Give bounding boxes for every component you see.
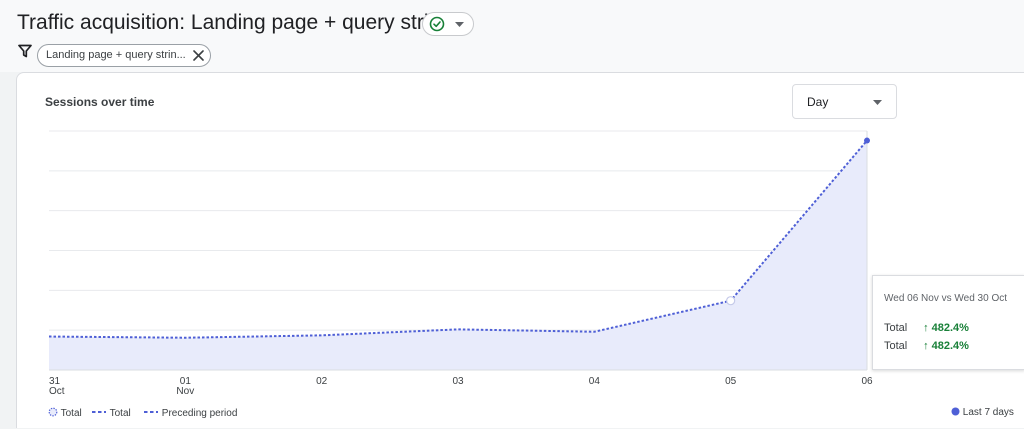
filter-chip-label: Landing page + query strin... <box>46 49 186 61</box>
x-tick-label: Nov <box>176 386 194 397</box>
chart-tooltip: Wed 06 Nov vs Wed 30 Oct Total ↑ 482.4% … <box>872 275 1024 370</box>
page-title: Traffic acquisition: Landing page + quer… <box>17 11 452 34</box>
legend-item-preceding-period[interactable]: Preceding period <box>143 407 237 419</box>
data-point <box>864 137 870 144</box>
legend-item-total[interactable]: Total <box>48 407 82 419</box>
chart-title: Sessions over time <box>45 95 155 109</box>
tooltip-header: Wed 06 Nov vs Wed 30 Oct <box>884 293 1008 304</box>
tooltip-row-name: Total <box>884 340 908 352</box>
legend-label: Preceding period <box>161 408 238 419</box>
x-tick-label: 02 <box>316 376 328 387</box>
dashed-line-icon <box>144 411 158 413</box>
tooltip-row: Total ↑ 482.4% <box>884 340 969 352</box>
filter-icon <box>18 44 32 58</box>
chevron-down-icon <box>455 22 464 27</box>
tooltip-row: Total ↑ 482.4% <box>884 322 969 334</box>
legend-item-total-dashed[interactable]: Total <box>91 407 131 419</box>
legend-label: Last 7 days <box>962 407 1014 418</box>
dotted-circle-icon <box>48 407 58 417</box>
report-status-chip[interactable] <box>422 12 474 36</box>
x-tick-label: Oct <box>49 386 65 397</box>
close-icon[interactable] <box>193 50 204 61</box>
x-tick-label: 03 <box>452 376 464 387</box>
legend-label: Total <box>60 408 82 419</box>
x-tick-label: 04 <box>589 376 601 387</box>
data-point <box>726 296 736 306</box>
check-circle-icon <box>429 16 445 32</box>
x-tick-label: 31 <box>49 376 61 387</box>
legend-item-last-7-days[interactable]: Last 7 days <box>951 407 1014 418</box>
tooltip-row-value: ↑ 482.4% <box>923 322 969 334</box>
filter-chip[interactable]: Landing page + query strin... <box>37 44 211 67</box>
sessions-chart-card: Sessions over time Day 31 Oct 01 Nov 02 03 04 0… <box>16 72 1024 428</box>
x-tick-label: 05 <box>725 376 737 387</box>
tooltip-row-name: Total <box>884 322 908 334</box>
x-tick-label: 01 <box>180 376 192 387</box>
dot-icon <box>951 407 960 416</box>
granularity-select[interactable]: Day <box>792 84 897 119</box>
chevron-down-icon <box>873 100 882 105</box>
x-tick-label: 06 <box>861 376 873 387</box>
dashed-line-icon <box>92 411 106 413</box>
series-area <box>49 140 867 370</box>
granularity-value: Day <box>807 95 829 109</box>
tooltip-row-value: ↑ 482.4% <box>923 340 969 352</box>
report-header: Traffic acquisition: Landing page + quer… <box>0 0 1024 72</box>
legend-label: Total <box>109 408 131 419</box>
